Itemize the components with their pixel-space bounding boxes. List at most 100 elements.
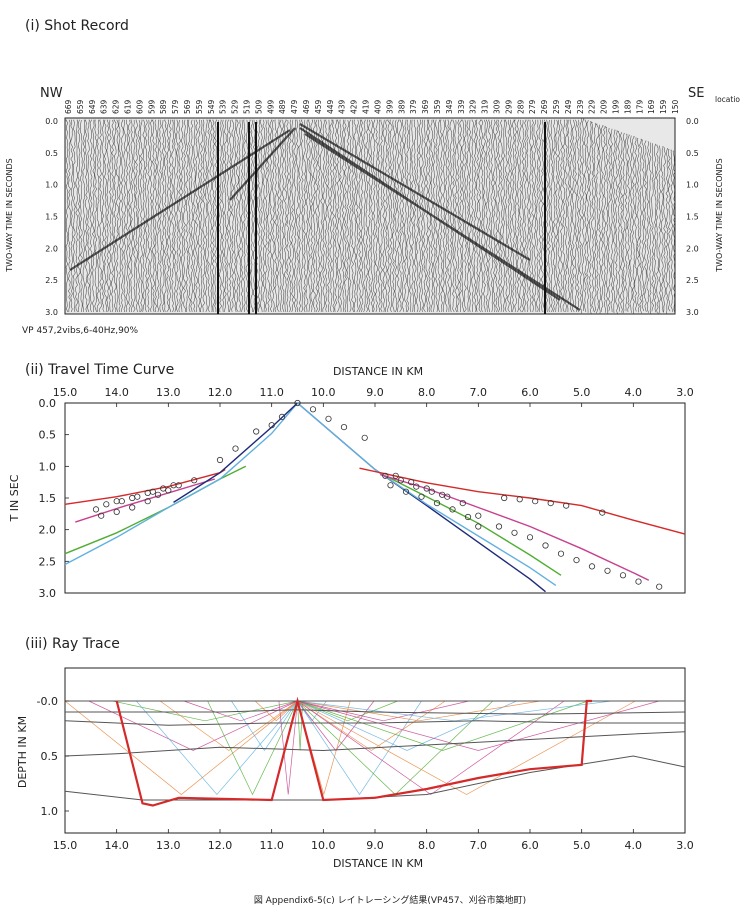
travel-pick-point [309, 406, 317, 413]
travel-x-tick-label: 12.0 [208, 386, 233, 399]
ray-path [297, 700, 351, 796]
shot-vp-caption: VP 457,2vibs,6-40Hz,90% [22, 326, 139, 336]
station-label: 649 [88, 99, 97, 114]
station-label: 489 [278, 99, 287, 114]
travel-x-tick-label: 4.0 [625, 386, 643, 399]
travel-pick-point [98, 512, 105, 519]
station-label: 289 [516, 99, 525, 114]
travel-pick-point [216, 456, 224, 464]
travel-pick-point [501, 494, 508, 502]
travel-y-tick-label: 0.5 [39, 429, 57, 442]
station-label: 309 [492, 99, 501, 114]
shot-y-axis-label-left: TWO-WAY TIME IN SECONDS [5, 158, 14, 273]
station-label: 299 [504, 99, 513, 114]
travel-pick-point [253, 428, 260, 435]
travel-pick-point [397, 477, 404, 484]
travel-pick-point [191, 477, 198, 484]
travel-pick-point [475, 512, 482, 519]
travel-y-tick-label: 0.0 [39, 397, 57, 410]
shot-y-tick-right: 0.5 [686, 149, 699, 158]
travel-pick-point [563, 502, 570, 509]
station-label: 319 [481, 99, 490, 114]
station-label: 229 [588, 99, 597, 114]
ray-x-tick-label: 5.0 [573, 839, 591, 852]
travel-x-tick-label: 14.0 [104, 386, 129, 399]
seismic-trace [65, 117, 676, 314]
travel-pick-point [154, 491, 162, 498]
figure-caption: 図 Appendix6-5(c) レイトレーシング結果(VP457、刈谷市築地町… [254, 894, 526, 906]
travel-pick-point [92, 506, 100, 513]
shot-y-tick-left: 0.0 [45, 117, 58, 126]
station-label: 479 [290, 99, 299, 114]
station-label: 449 [326, 99, 335, 114]
station-label: 199 [611, 99, 620, 114]
ray-layer-boundary [65, 709, 686, 715]
travel-pick-point [475, 523, 482, 530]
travel-y-tick-label: 3.0 [39, 587, 57, 600]
ray-layer-boundary [64, 731, 686, 757]
ray-path [297, 700, 565, 795]
ray-path [297, 700, 541, 722]
ray-path [88, 700, 298, 751]
station-label: 529 [231, 99, 240, 114]
station-label: 249 [564, 99, 573, 114]
travel-pick-point [278, 413, 286, 420]
travel-pick-point [547, 499, 554, 507]
station-label: 169 [647, 99, 656, 114]
station-label: 659 [76, 99, 85, 114]
travel-x-tick-label: 13.0 [156, 386, 181, 399]
seismic-event [69, 123, 581, 311]
travel-pick-point [516, 496, 523, 503]
travel-x-tick-label: 7.0 [470, 386, 488, 399]
travel-pick-point [619, 572, 627, 579]
travel-y-axis-label: T IN SEC [8, 474, 21, 522]
travel-pick-point [294, 399, 301, 407]
ray-layer-boundary [64, 720, 685, 726]
ray-x-tick-label: 9.0 [366, 839, 384, 852]
shot-y-tick-right: 3.0 [686, 308, 699, 317]
travel-pick-point [604, 567, 611, 574]
ray-path [112, 700, 298, 722]
ray-path [297, 700, 375, 752]
travel-y-ticks: 0.0 0.5 1.0 1.5 2.0 2.5 3.0 [39, 397, 69, 600]
shot-record-traces [65, 117, 676, 314]
station-label: 239 [576, 99, 585, 114]
ray-path [297, 700, 446, 751]
shot-y-tick-left: 0.5 [45, 149, 58, 158]
travel-pick-point [361, 434, 368, 441]
travel-plot-frame [64, 402, 686, 594]
station-label: 589 [159, 99, 168, 114]
travel-pick-point [134, 493, 141, 500]
travel-series-line [359, 467, 686, 535]
travel-x-tick-label: 8.0 [418, 386, 436, 399]
station-label: 669 [64, 99, 73, 114]
travel-pick-point [170, 482, 177, 489]
travel-pick-point [387, 482, 394, 489]
ray-trace-title: (iii) Ray Trace [25, 636, 120, 652]
travel-pick-point [413, 483, 420, 490]
station-label: 349 [445, 99, 454, 114]
station-label: 179 [635, 99, 644, 114]
travel-pick-point [526, 534, 534, 541]
shot-location-label: locatio [715, 95, 740, 104]
travel-picks-group [92, 399, 663, 590]
shot-right-direction: SE [688, 86, 704, 101]
ray-path [254, 700, 298, 722]
station-label: 579 [171, 99, 180, 114]
travel-series-line [64, 402, 299, 566]
travel-pick-point [118, 498, 125, 505]
station-label: 389 [397, 99, 406, 114]
ray-x-tick-label: 6.0 [521, 839, 539, 852]
travel-pick-point [439, 491, 446, 498]
ray-x-tick-label: 11.0 [259, 839, 284, 852]
travel-pick-point [423, 485, 430, 492]
ray-reflector-group [115, 696, 592, 807]
travel-pick-point [433, 499, 441, 507]
ray-y-tick-label: 0.5 [41, 750, 59, 763]
station-label: 189 [623, 99, 632, 114]
travel-y-tick-label: 1.0 [39, 460, 57, 473]
travel-pick-point [402, 488, 410, 495]
ray-path [159, 700, 298, 751]
shot-y-axis-label-right: TWO-WAY TIME IN SECONDS [715, 158, 724, 273]
